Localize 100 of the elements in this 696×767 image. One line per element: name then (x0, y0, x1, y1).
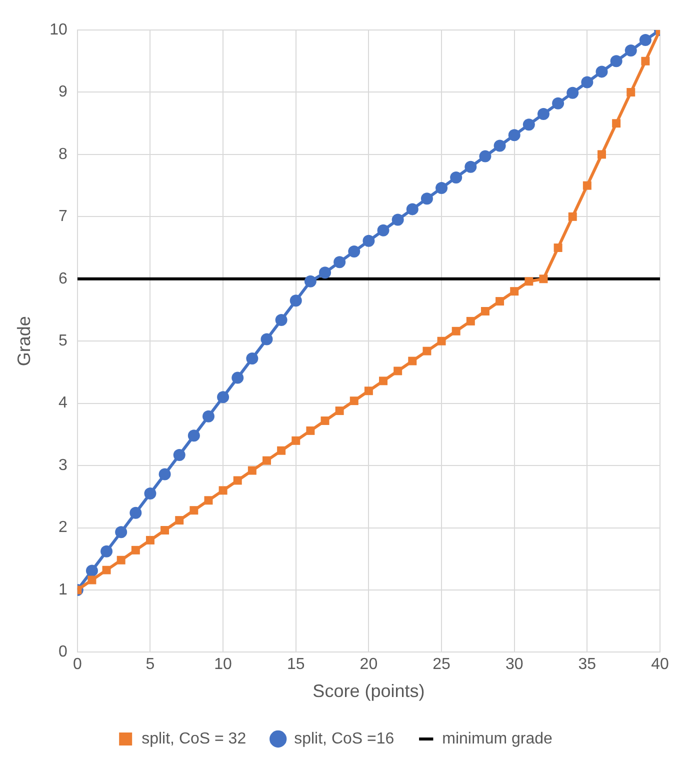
point (582, 181, 592, 190)
point (494, 140, 506, 152)
point (175, 516, 184, 525)
point (612, 119, 621, 128)
point (379, 376, 388, 386)
point (306, 426, 315, 435)
point (641, 56, 650, 66)
y-tick-label: 6 (58, 270, 68, 288)
point (552, 97, 564, 110)
x-axis-title: Score (points) (312, 681, 425, 702)
point (394, 366, 402, 376)
point (610, 55, 622, 68)
point (539, 274, 548, 284)
point (100, 545, 113, 558)
point (277, 446, 286, 455)
point (554, 244, 562, 252)
point (639, 34, 652, 46)
point (102, 566, 111, 574)
point (290, 294, 302, 307)
point (466, 316, 475, 326)
point (596, 66, 608, 78)
point (362, 234, 375, 247)
point (581, 76, 594, 88)
point (262, 456, 271, 465)
point (275, 314, 288, 326)
y-tick-label: 3 (58, 456, 68, 474)
point (131, 546, 140, 554)
y-tick-label: 0 (58, 644, 68, 661)
point (437, 336, 446, 346)
x-tick-label: 5 (146, 656, 155, 674)
point (88, 576, 96, 584)
point (188, 430, 200, 442)
point (479, 150, 492, 162)
point (450, 171, 462, 184)
y-tick-label: 1 (58, 581, 68, 598)
legend-label: minimum grade (442, 730, 553, 748)
point (377, 224, 390, 236)
point (496, 297, 504, 306)
point (408, 356, 417, 366)
point (522, 118, 535, 131)
x-tick-label: 10 (214, 656, 232, 674)
point (452, 326, 460, 336)
point (480, 306, 490, 316)
point (422, 346, 432, 356)
point (116, 556, 126, 564)
legend-label: split, CoS = 32 (142, 730, 246, 748)
point (248, 466, 256, 475)
x-tick-label: 20 (360, 656, 378, 674)
point (232, 372, 244, 384)
point (292, 436, 300, 445)
point (566, 86, 579, 99)
point (130, 506, 142, 519)
point (173, 448, 186, 461)
y-tick-label: 2 (58, 519, 68, 536)
point (537, 108, 550, 120)
point (508, 129, 520, 142)
point (217, 391, 230, 404)
point (348, 246, 360, 258)
point (158, 468, 171, 480)
point (115, 526, 128, 538)
point (160, 526, 170, 534)
point (260, 333, 273, 346)
y-tick-label: 7 (58, 208, 68, 226)
y-tick-label: 4 (58, 394, 68, 412)
point (597, 150, 606, 159)
point (218, 486, 228, 495)
y-tick-label: 10 (50, 21, 68, 38)
point (246, 352, 258, 365)
x-tick-label: 15 (286, 656, 305, 674)
point (626, 88, 636, 96)
point (86, 564, 98, 577)
x-tick-label: 40 (651, 656, 669, 674)
y-tick-label: 9 (58, 84, 68, 101)
point (568, 212, 577, 221)
point (420, 192, 433, 205)
y-tick-label: 5 (58, 332, 68, 350)
point (524, 277, 534, 286)
point (190, 506, 198, 515)
point (320, 416, 330, 425)
legend-label: split, CoS =16 (294, 730, 394, 748)
point (202, 410, 214, 422)
x-tick-label: 0 (72, 656, 82, 674)
point (334, 256, 346, 268)
point (464, 160, 477, 173)
point (406, 203, 418, 216)
point (204, 496, 213, 505)
point (144, 488, 156, 500)
point (335, 406, 344, 416)
y-axis-title: Grade (14, 316, 34, 366)
point (319, 266, 332, 279)
y-tick-label: 8 (58, 146, 68, 163)
x-tick-label: 35 (578, 656, 596, 674)
point (392, 214, 404, 226)
point (510, 287, 519, 296)
point (146, 536, 154, 544)
x-tick-label: 30 (505, 656, 524, 674)
point (364, 386, 373, 396)
x-tick-label: 25 (432, 656, 451, 674)
point (304, 275, 316, 288)
point (624, 44, 637, 57)
